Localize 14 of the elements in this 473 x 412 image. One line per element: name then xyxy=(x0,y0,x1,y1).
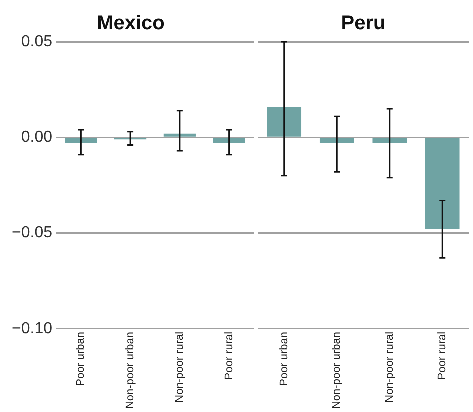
x-tick-label: Non-poor rural xyxy=(174,332,186,403)
y-tick-label: −0.05 xyxy=(12,224,53,242)
y-tick-label: 0.05 xyxy=(21,33,53,50)
x-tick-label: Poor urban xyxy=(75,332,88,386)
chart-title: Mexico xyxy=(97,12,165,35)
chart-title: Peru xyxy=(341,12,386,35)
x-tick-label: Non-poor urban xyxy=(331,332,344,410)
x-tick-label: Poor rural xyxy=(436,332,449,380)
x-tick-label: Non-poor urban xyxy=(124,332,137,410)
y-tick-label: 0.00 xyxy=(21,129,53,146)
x-tick-label: Poor rural xyxy=(223,332,236,380)
x-tick-label: Poor urban xyxy=(278,332,290,386)
y-tick-label: −0.10 xyxy=(12,320,53,338)
x-tick-label: Non-poor rural xyxy=(384,332,396,403)
